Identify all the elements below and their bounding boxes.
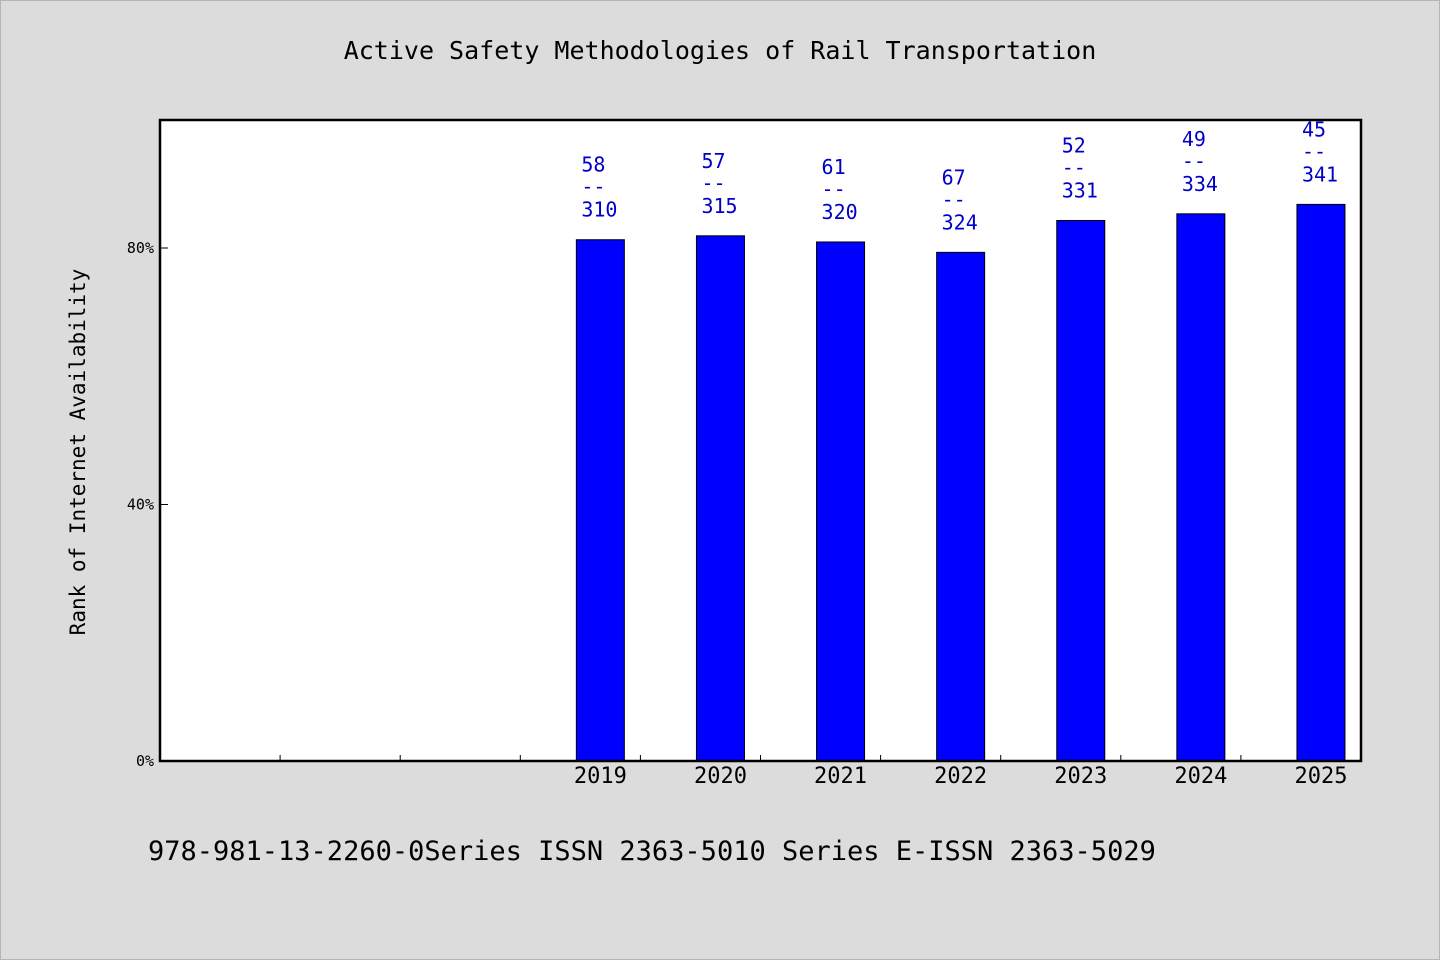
bar-2025 xyxy=(1296,203,1346,762)
data-label-top-2021: 61 xyxy=(822,155,846,179)
data-label-sep-2019: -- xyxy=(581,175,605,199)
data-label-top-2022: 67 xyxy=(942,165,966,189)
data-labels-layer: 58--31057--31561--32067--32452--33149--3… xyxy=(581,117,1338,234)
bar-2021 xyxy=(816,241,866,762)
data-label-sep-2024: -- xyxy=(1182,149,1206,173)
plot-area xyxy=(160,120,1361,761)
data-label-bottom-2021: 320 xyxy=(822,200,858,224)
y-tick-label: 80% xyxy=(127,239,154,257)
y-tick-label: 0% xyxy=(136,752,154,770)
y-tick-label: 40% xyxy=(127,496,154,514)
data-label-sep-2023: -- xyxy=(1062,155,1086,179)
data-label-sep-2022: -- xyxy=(942,187,966,211)
x-tick-label-2022: 2022 xyxy=(934,764,987,789)
data-label-top-2019: 58 xyxy=(581,153,605,177)
plot-border xyxy=(158,118,1363,763)
data-label-bottom-2019: 310 xyxy=(581,198,617,222)
bar-2019 xyxy=(575,239,625,762)
x-tick-label-2019: 2019 xyxy=(574,764,627,789)
bar-2020 xyxy=(695,235,745,762)
data-label-sep-2020: -- xyxy=(701,171,725,195)
data-label-top-2023: 52 xyxy=(1062,133,1086,157)
bars-layer xyxy=(575,203,1346,762)
data-label-top-2024: 49 xyxy=(1182,127,1206,151)
bar-2022 xyxy=(936,251,986,762)
x-tick-label-2024: 2024 xyxy=(1174,764,1227,789)
x-tick-label-2025: 2025 xyxy=(1294,764,1347,789)
data-label-bottom-2025: 341 xyxy=(1302,162,1338,186)
x-tick-label-2023: 2023 xyxy=(1054,764,1107,789)
x-tick-label-2020: 2020 xyxy=(694,764,747,789)
data-label-bottom-2023: 331 xyxy=(1062,178,1098,202)
bar-2024 xyxy=(1176,213,1226,762)
data-label-top-2020: 57 xyxy=(701,149,725,173)
data-label-sep-2025: -- xyxy=(1302,139,1326,163)
x-tick-label-2021: 2021 xyxy=(814,764,867,789)
chart-title: Active Safety Methodologies of Rail Tran… xyxy=(343,36,1097,65)
data-label-bottom-2024: 334 xyxy=(1182,172,1218,196)
data-label-bottom-2020: 315 xyxy=(701,194,737,218)
bar-2023 xyxy=(1056,219,1106,762)
data-label-bottom-2022: 324 xyxy=(942,210,978,234)
data-label-top-2025: 45 xyxy=(1302,117,1326,141)
footer-text: 978-981-13-2260-0Series ISSN 2363-5010 S… xyxy=(148,836,1156,867)
axes-layer: 2019 2020 2021 2022 2023 2024 2025 0% 40% 80% xyxy=(127,239,1348,789)
data-label-sep-2021: -- xyxy=(822,177,846,201)
